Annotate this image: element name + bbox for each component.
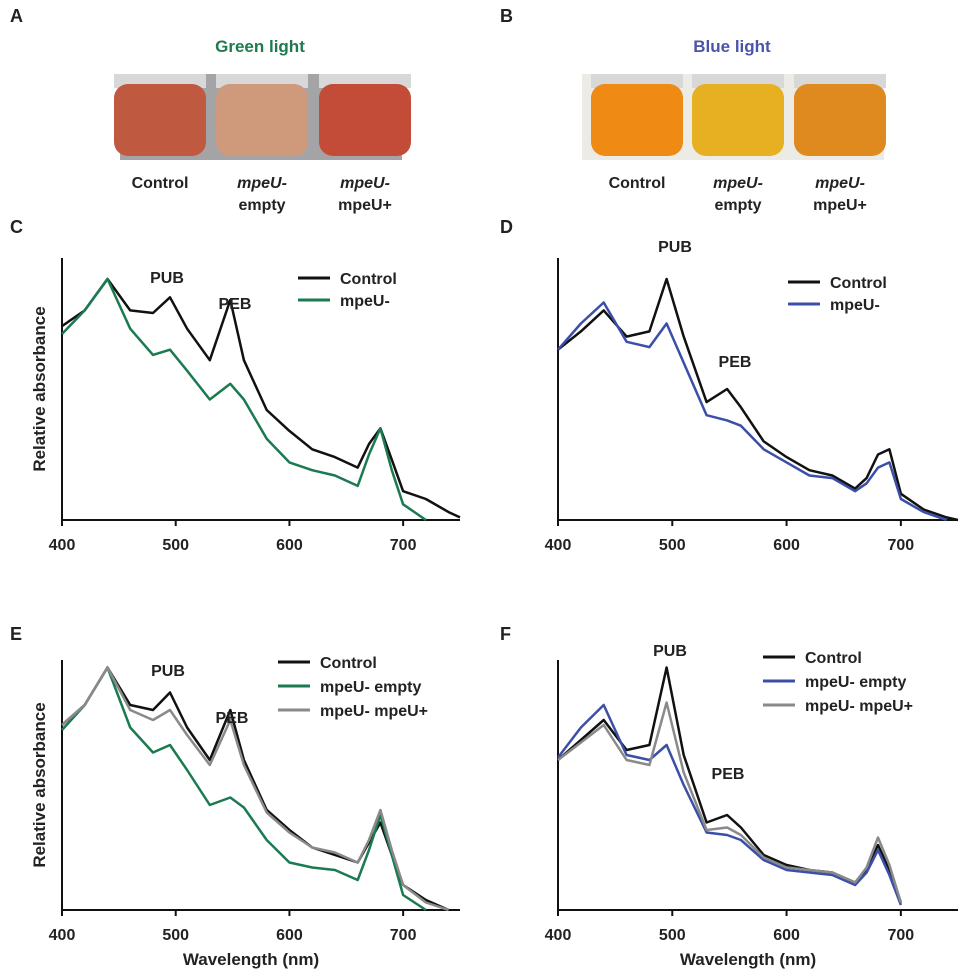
y-axis-label: Relative absorbance [30,306,49,471]
legend-label: Control [805,650,862,667]
peak-annotation: PEB [219,296,252,313]
series-line [557,703,903,906]
panel-label: A [10,6,23,26]
photo-title: Blue light [693,37,771,56]
x-axis-label: Wavelength (nm) [680,950,816,969]
photo-caption: Control [132,175,189,192]
panel-label: B [500,6,513,26]
x-tick-label: 500 [659,537,686,554]
x-tick-label: 400 [49,537,76,554]
legend-label: mpeU- mpeU+ [805,698,913,715]
photo-caption: Control [609,175,666,192]
x-tick-label: 700 [888,537,915,554]
series-line [557,701,903,903]
photo-caption: mpeU+ [338,197,392,214]
legend-label: Control [340,271,397,288]
panel-label: E [10,624,22,644]
vial [794,84,886,156]
legend-label: mpeU- [340,293,390,310]
series-line [557,277,959,522]
peak-annotation: PUB [658,239,692,256]
x-tick-label: 500 [659,927,686,944]
legend-label: mpeU- mpeU+ [320,703,428,720]
peak-annotation: PEB [216,710,249,727]
photo-caption: mpeU- [237,175,287,192]
photo-caption: mpeU- [815,175,865,192]
vial [591,84,683,156]
x-tick-label: 600 [773,927,800,944]
series-line [61,277,427,522]
x-tick-label: 600 [276,927,303,944]
panel-label: C [10,217,23,237]
photo-title: Green light [215,37,305,56]
photo-caption: mpeU+ [813,197,867,214]
legend-label: mpeU- empty [805,674,906,691]
x-tick-label: 600 [276,537,303,554]
legend-label: mpeU- [830,297,880,314]
x-axis-label: Wavelength (nm) [183,950,319,969]
legend-label: Control [830,275,887,292]
x-tick-label: 700 [888,927,915,944]
series-line [61,277,461,519]
x-tick-label: 500 [162,537,189,554]
photo-caption: mpeU- [713,175,763,192]
peak-annotation: PEB [712,766,745,783]
panel-label: D [500,217,513,237]
vial [319,84,411,156]
series-line [61,666,427,912]
peak-annotation: PUB [653,643,687,660]
series-line [557,301,948,522]
peak-annotation: PEB [719,354,752,371]
peak-annotation: PUB [150,270,184,287]
photo-caption: mpeU- [340,175,390,192]
series-line [61,666,449,912]
x-tick-label: 500 [162,927,189,944]
vial [114,84,206,156]
vial [216,84,308,156]
photo-caption: empty [714,197,761,214]
x-tick-label: 700 [390,927,417,944]
x-tick-label: 400 [49,927,76,944]
y-axis-label: Relative absorbance [30,702,49,867]
x-tick-label: 700 [390,537,417,554]
legend-label: Control [320,655,377,672]
x-tick-label: 400 [545,927,572,944]
peak-annotation: PUB [151,663,185,680]
vial [692,84,784,156]
x-tick-label: 600 [773,537,800,554]
photo-caption: empty [238,197,285,214]
x-tick-label: 400 [545,537,572,554]
legend-label: mpeU- empty [320,679,421,696]
panel-label: F [500,624,511,644]
